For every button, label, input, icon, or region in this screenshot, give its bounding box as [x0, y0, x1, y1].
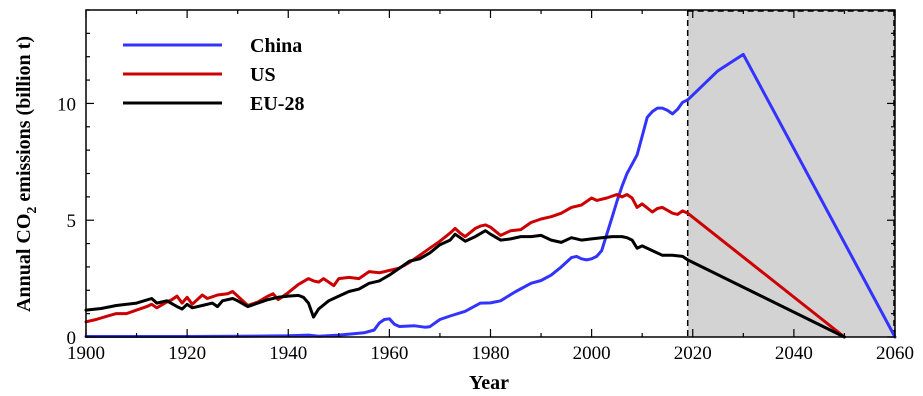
- x-tick-label: 2040: [775, 343, 813, 364]
- y-axis-title: Annual CO2 emissions (billion t): [13, 36, 40, 312]
- x-tick-label: 2000: [573, 343, 611, 364]
- y-tick-label: 10: [57, 94, 76, 115]
- x-axis-title: Year: [469, 372, 509, 394]
- x-tick-label: 1980: [472, 343, 510, 364]
- x-tick-label: 1960: [370, 343, 408, 364]
- legend: China US EU-28: [123, 35, 304, 115]
- x-tick-label: 1920: [168, 343, 206, 364]
- y-tick-label: 0: [67, 328, 77, 349]
- legend-label-eu-28: EU-28: [250, 93, 304, 115]
- series-line-china: [84, 52, 897, 339]
- series-line-us: [84, 193, 846, 339]
- y-axis-title-main: Annual CO: [13, 214, 35, 312]
- x-tick-label: 1900: [67, 343, 105, 364]
- projection-region: [686, 10, 895, 337]
- series-line-eu-28: [84, 229, 846, 339]
- x-tick-label: 2020: [674, 343, 712, 364]
- y-axis-title-rest: emissions (billion t): [13, 36, 35, 207]
- ticks: 1900 1920 1940 1960 1980 2000 2020 2040 2060 0 5 10: [57, 9, 914, 364]
- x-tick-label: 1940: [269, 343, 307, 364]
- legend-label-china: China: [250, 35, 302, 57]
- y-tick-label: 5: [67, 211, 77, 232]
- projection-shade: [687, 10, 895, 337]
- series-lines: [84, 52, 897, 339]
- y-axis-title-subscript: 2: [25, 207, 40, 214]
- legend-label-us: US: [250, 64, 276, 86]
- x-tick-label: 2060: [876, 343, 914, 364]
